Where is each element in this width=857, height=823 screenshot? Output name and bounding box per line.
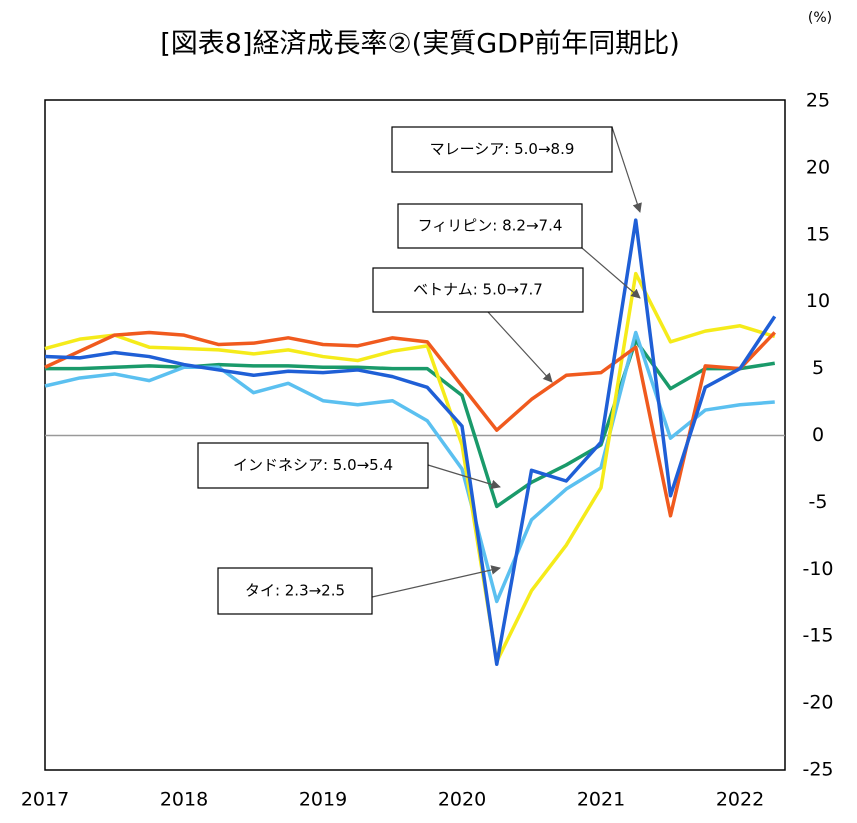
annotation-arrow	[427, 464, 501, 490]
annotation: ベトナム: 5.0→7.7	[413, 281, 543, 299]
y-tick-label: -20	[802, 692, 833, 714]
annotation-box	[391, 126, 613, 173]
x-tick-label: 2018	[160, 789, 208, 811]
annotation-arrow	[487, 311, 553, 383]
y-tick-label: 0	[812, 424, 824, 446]
y-tick-label: -15	[802, 625, 833, 647]
series-line	[44, 218, 777, 667]
annotation-arrow	[371, 565, 501, 598]
x-tick-label: 2019	[299, 789, 347, 811]
y-tick-label: -25	[802, 759, 833, 781]
y-tick-label: 15	[806, 223, 830, 245]
series-line	[44, 330, 775, 604]
y-tick-label: 20	[806, 156, 830, 178]
y-tick-label: 5	[812, 357, 824, 379]
y-tick-label: -10	[802, 558, 833, 580]
y-tick-label: -5	[809, 491, 828, 513]
series-line	[44, 330, 777, 518]
annotation: タイ: 2.3→2.5	[245, 582, 345, 600]
chart-title: [図表8]経済成長率②(実質GDP前年同期比)	[160, 29, 680, 60]
x-tick-label: 2020	[438, 789, 486, 811]
y-tick-label: 10	[806, 290, 830, 312]
annotation-box	[217, 567, 373, 615]
annotation: マレーシア: 5.0→8.9	[430, 140, 575, 158]
x-tick-label: 2022	[716, 789, 764, 811]
x-tick-label: 2021	[577, 789, 625, 811]
series-line	[44, 271, 776, 664]
y-tick-label: 25	[806, 90, 830, 112]
y-axis-label: (%)	[808, 10, 832, 26]
annotation: フィリピン: 8.2→7.4	[418, 217, 563, 235]
annotation-arrow	[581, 247, 641, 299]
annotation-arrow	[611, 126, 642, 213]
annotation-box	[197, 442, 429, 489]
annotation: インドネシア: 5.0→5.4	[233, 456, 393, 474]
annotation-box	[397, 203, 583, 249]
x-tick-label: 2017	[21, 789, 69, 811]
annotation-box	[372, 267, 584, 313]
